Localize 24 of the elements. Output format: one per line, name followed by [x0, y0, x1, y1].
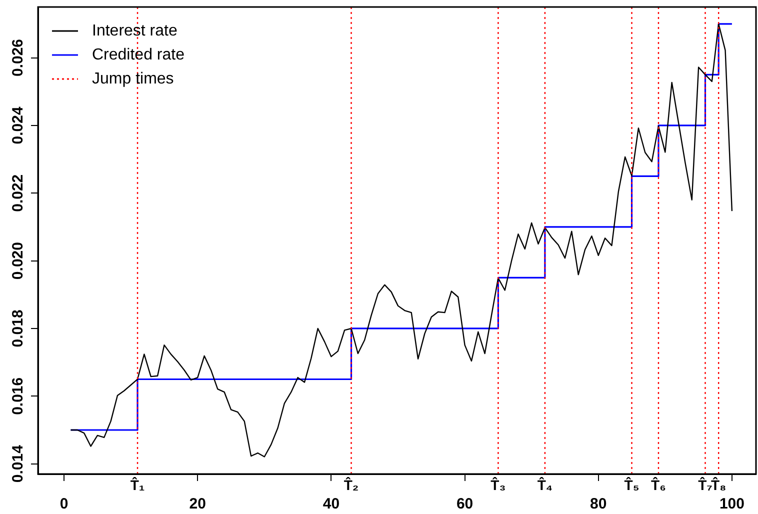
- ref-line-label: T̂₅: [624, 476, 640, 493]
- ref-line-label: T̂₃: [490, 476, 506, 493]
- y-tick-label: 0.014: [10, 444, 27, 483]
- annotation: Jump times: [92, 70, 174, 88]
- y-tick-label: 0.018: [10, 310, 27, 348]
- ref-line-label: T̂₂: [344, 476, 359, 493]
- legend-label: Credited rate: [92, 46, 185, 64]
- x-tick-label: 40: [322, 496, 340, 513]
- x-tick-label: 100: [719, 496, 744, 513]
- x-tick-label: 80: [590, 496, 607, 513]
- x-tick-label: 60: [456, 496, 474, 513]
- y-tick-label: 0.020: [10, 242, 27, 280]
- ref-line-label: T̂₁: [130, 476, 145, 493]
- ref-line-label: T̂₇: [698, 476, 712, 493]
- ref-line-label: T̂₄: [537, 476, 553, 493]
- y-tick-label: 0.024: [10, 106, 27, 144]
- y-tick-label: 0.016: [10, 377, 27, 415]
- ref-line-label: T̂₆: [651, 476, 666, 493]
- legend-label: Interest rate: [92, 22, 178, 40]
- ref-line-label: T̂₈: [711, 476, 726, 493]
- y-tick-label: 0.022: [10, 174, 27, 212]
- y-tick-label: 0.026: [10, 38, 27, 77]
- x-tick-label: 0: [60, 496, 68, 513]
- x-tick-label: 20: [189, 496, 206, 513]
